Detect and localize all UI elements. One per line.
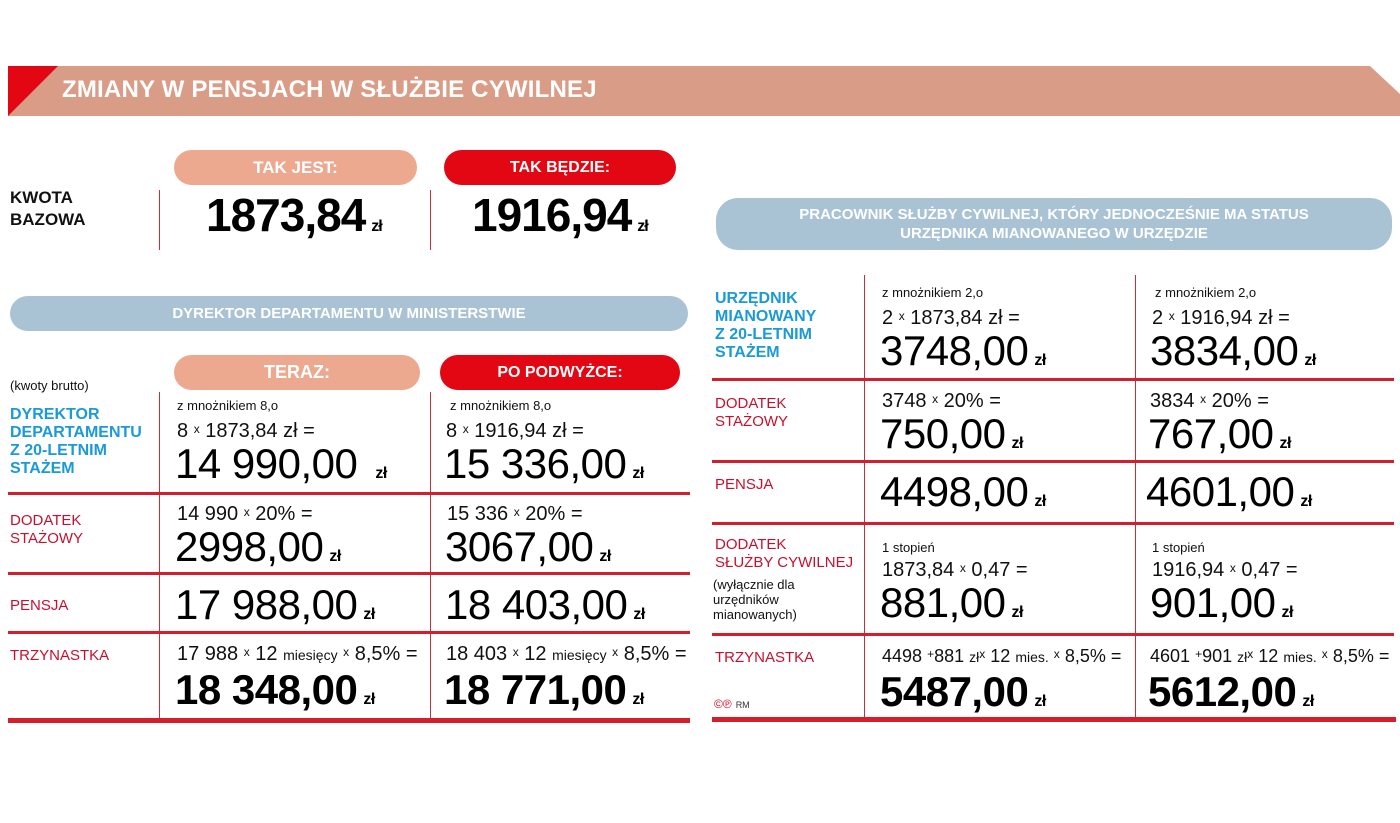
value-now: 14 990,00 zł <box>175 440 387 487</box>
page-title: ZMIANY W PENSJACH W SŁUŻBIE CYWILNEJ <box>62 76 597 103</box>
banner-background <box>8 66 1400 116</box>
degree-note: 1 stopień <box>882 540 935 555</box>
label-line: DEPARTAMENTU <box>10 424 142 441</box>
formula: 3748 x 20% = <box>882 390 1001 412</box>
row-label-clerk: URZĘDNIK MIANOWANY Z 20-LETNIM STAŻEM <box>715 290 816 362</box>
label-line: DODATEK <box>715 536 787 553</box>
formula: 3834 x 20% = <box>1150 390 1269 412</box>
label-line: URZĘDNIK <box>715 290 798 307</box>
title-line: PRACOWNIK SŁUŻBY CYWILNEJ, KTÓRY JEDNOCZ… <box>799 206 1309 223</box>
base-now-value: 1873,84 zł <box>206 189 383 241</box>
row-divider <box>712 378 1394 381</box>
director-section-title: DYREKTOR DEPARTAMENTU W MINISTERSTWIE <box>10 296 688 331</box>
row-label-seniority: DODATEK STAŻOWY <box>10 512 83 548</box>
formula: 17 988 x 12 miesięcy x 8,5% = <box>177 643 418 665</box>
value-future: 3834,00 zł <box>1150 327 1316 374</box>
divider <box>159 190 160 250</box>
value-future: 18 403,00 zł <box>445 581 645 628</box>
value-now: 5487,00 zł <box>880 668 1046 715</box>
row-label-thirteenth: TRZYNASTKA <box>715 649 815 666</box>
row-label-thirteenth: TRZYNASTKA <box>10 647 110 664</box>
copyright-mark: ©℗ RM <box>714 697 750 711</box>
multiplier-note: z mnożnikiem 8,o <box>450 398 552 413</box>
header-future: TAK BĘDZIE: <box>444 150 676 185</box>
title-banner: ZMIANY W PENSJACH W SŁUŻBIE CYWILNEJ <box>8 66 1400 116</box>
base-future-value: 1916,94 zł <box>472 189 649 241</box>
base-label-line1: KWOTA <box>10 188 73 207</box>
formula: 2 x 1916,94 zł = <box>1152 307 1290 329</box>
label-line: SŁUŻBY CYWILNEJ <box>715 554 854 571</box>
multiplier-note: z mnożnikiem 2,o <box>882 285 984 300</box>
col-future-header: PO PODWYŻCE: <box>440 355 680 390</box>
title-line: URZĘDNIKA MIANOWANEGO W URZĘDZIE <box>900 225 1208 242</box>
divider <box>864 275 865 720</box>
clerk-section-title: PRACOWNIK SŁUŻBY CYWILNEJ, KTÓRY JEDNOCZ… <box>716 198 1392 250</box>
value-future: 5612,00 zł <box>1148 668 1314 715</box>
formula: 15 336 x 20% = <box>447 503 583 525</box>
table-bottom-border <box>712 717 1396 722</box>
divider <box>430 392 431 720</box>
table-bottom-border <box>8 718 690 723</box>
value-future: 18 771,00 zł <box>444 666 644 713</box>
base-label-line2: BAZOWA <box>10 210 86 229</box>
value-now: 3748,00 zł <box>880 327 1046 374</box>
row-divider <box>8 572 690 575</box>
formula: 4498 +881 złx 12 mies. x 8,5% = <box>882 646 1122 666</box>
value-now: 17 988,00 zł <box>175 581 375 628</box>
multiplier-note: z mnożnikiem 8,o <box>177 398 279 413</box>
label-line: DODATEK <box>10 512 82 529</box>
value-future: 901,00 zł <box>1150 579 1293 626</box>
formula: 4601 +901 złx 12 mies. x 8,5% = <box>1150 646 1390 666</box>
row-divider <box>712 633 1394 636</box>
row-label-salary: PENSJA <box>715 476 774 493</box>
label-line: STAŻEM <box>715 344 780 361</box>
row-label-salary: PENSJA <box>10 597 69 614</box>
value-future: 767,00 zł <box>1148 410 1291 457</box>
sublabel-line: (wyłącznie dla <box>713 577 795 592</box>
value-now: 2998,00 zł <box>175 523 341 570</box>
header-now: TAK JEST: <box>174 150 417 185</box>
gross-note: (kwoty brutto) <box>10 378 89 393</box>
label-line: STAŻEM <box>10 460 75 477</box>
formula: 18 403 x 12 miesięcy x 8,5% = <box>446 643 687 665</box>
label-line: DYREKTOR <box>10 406 100 423</box>
row-label-civil-service-bonus: DODATEK SŁUŻBY CYWILNEJ <box>715 536 853 572</box>
value-future: 4601,00 zł <box>1146 468 1312 515</box>
formula: 1873,84 x 0,47 = <box>882 559 1028 581</box>
label-line: Z 20-LETNIM <box>10 442 107 459</box>
value-now: 4498,00 zł <box>880 468 1046 515</box>
divider <box>1135 275 1136 720</box>
label-line: Z 20-LETNIM <box>715 326 812 343</box>
col-now-header: TERAZ: <box>174 355 420 390</box>
label-line: MIANOWANY <box>715 308 817 325</box>
row-divider <box>712 522 1394 525</box>
value-now: 18 348,00 zł <box>175 666 375 713</box>
formula: 8 x 1873,84 zł = <box>177 420 315 442</box>
formula: 14 990 x 20% = <box>177 503 313 525</box>
row-sublabel: (wyłącznie dla urzędników mianowanych) <box>713 577 797 622</box>
sublabel-line: mianowanych) <box>713 607 797 622</box>
formula: 2 x 1873,84 zł = <box>882 307 1020 329</box>
row-divider <box>712 460 1394 463</box>
row-divider <box>8 492 690 495</box>
base-amount-label: KWOTA BAZOWA <box>10 187 86 231</box>
value-future: 3067,00 zł <box>445 523 611 570</box>
value-now: 881,00 zł <box>880 579 1023 626</box>
label-line: STAŻOWY <box>10 530 84 547</box>
label-line: STAŻOWY <box>715 413 789 430</box>
row-label-seniority: DODATEK STAŻOWY <box>715 395 788 431</box>
divider <box>430 190 431 250</box>
divider <box>159 392 160 720</box>
degree-note: 1 stopień <box>1152 540 1205 555</box>
label-line: DODATEK <box>715 395 787 412</box>
value-future: 15 336,00 zł <box>444 440 644 487</box>
formula: 1916,94 x 0,47 = <box>1152 559 1298 581</box>
row-divider <box>8 631 690 634</box>
sublabel-line: urzędników <box>713 592 779 607</box>
formula: 8 x 1916,94 zł = <box>446 420 584 442</box>
value-now: 750,00 zł <box>880 410 1023 457</box>
row-label-director: DYREKTOR DEPARTAMENTU Z 20-LETNIM STAŻEM <box>10 406 142 478</box>
multiplier-note: z mnożnikiem 2,o <box>1155 285 1257 300</box>
